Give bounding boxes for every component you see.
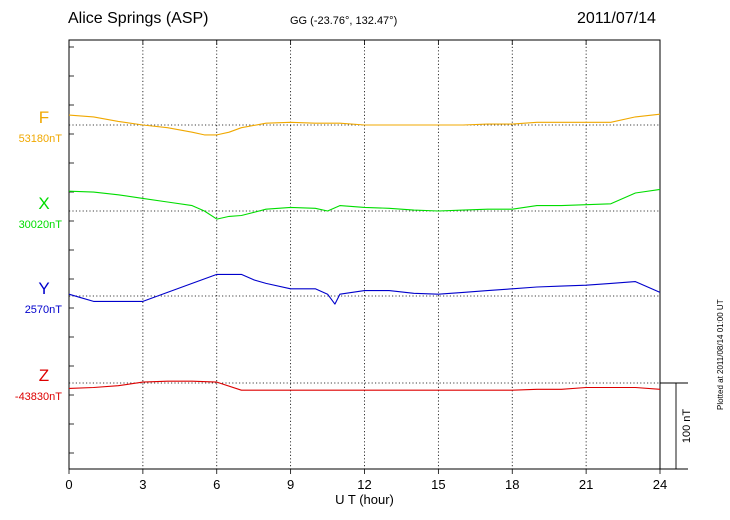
x-axis-label: U T (hour) — [335, 492, 394, 507]
scale-bar-label: 100 nT — [681, 409, 693, 444]
series-line-X — [68, 188, 661, 220]
series-name-label: Z — [39, 366, 49, 385]
series-baseline-value: 30020nT — [19, 219, 63, 231]
series-baseline-value: 2570nT — [25, 304, 63, 316]
series-name-label: Y — [38, 279, 49, 298]
series-name-label: X — [38, 194, 49, 213]
x-tick-label: 15 — [431, 477, 445, 492]
x-tick-label: 6 — [213, 477, 220, 492]
x-tick-label: 9 — [287, 477, 294, 492]
series-baseline-value: 53180nT — [19, 133, 63, 145]
x-tick-label: 3 — [139, 477, 146, 492]
station-coordinates: GG (-23.76°, 132.47°) — [290, 15, 398, 27]
chart-date: 2011/07/14 — [577, 10, 656, 27]
station-title: Alice Springs (ASP) — [68, 10, 209, 27]
x-tick-label: 0 — [65, 477, 72, 492]
x-tick-label: 18 — [505, 477, 519, 492]
series-line-Y — [68, 273, 661, 305]
series-baseline-value: -43830nT — [15, 391, 62, 403]
x-tick-label: 12 — [357, 477, 371, 492]
x-tick-label: 21 — [579, 477, 593, 492]
series-name-label: F — [39, 108, 49, 127]
series-line-Z — [68, 380, 661, 391]
series-line-F — [68, 113, 661, 136]
x-tick-label: 24 — [653, 477, 667, 492]
